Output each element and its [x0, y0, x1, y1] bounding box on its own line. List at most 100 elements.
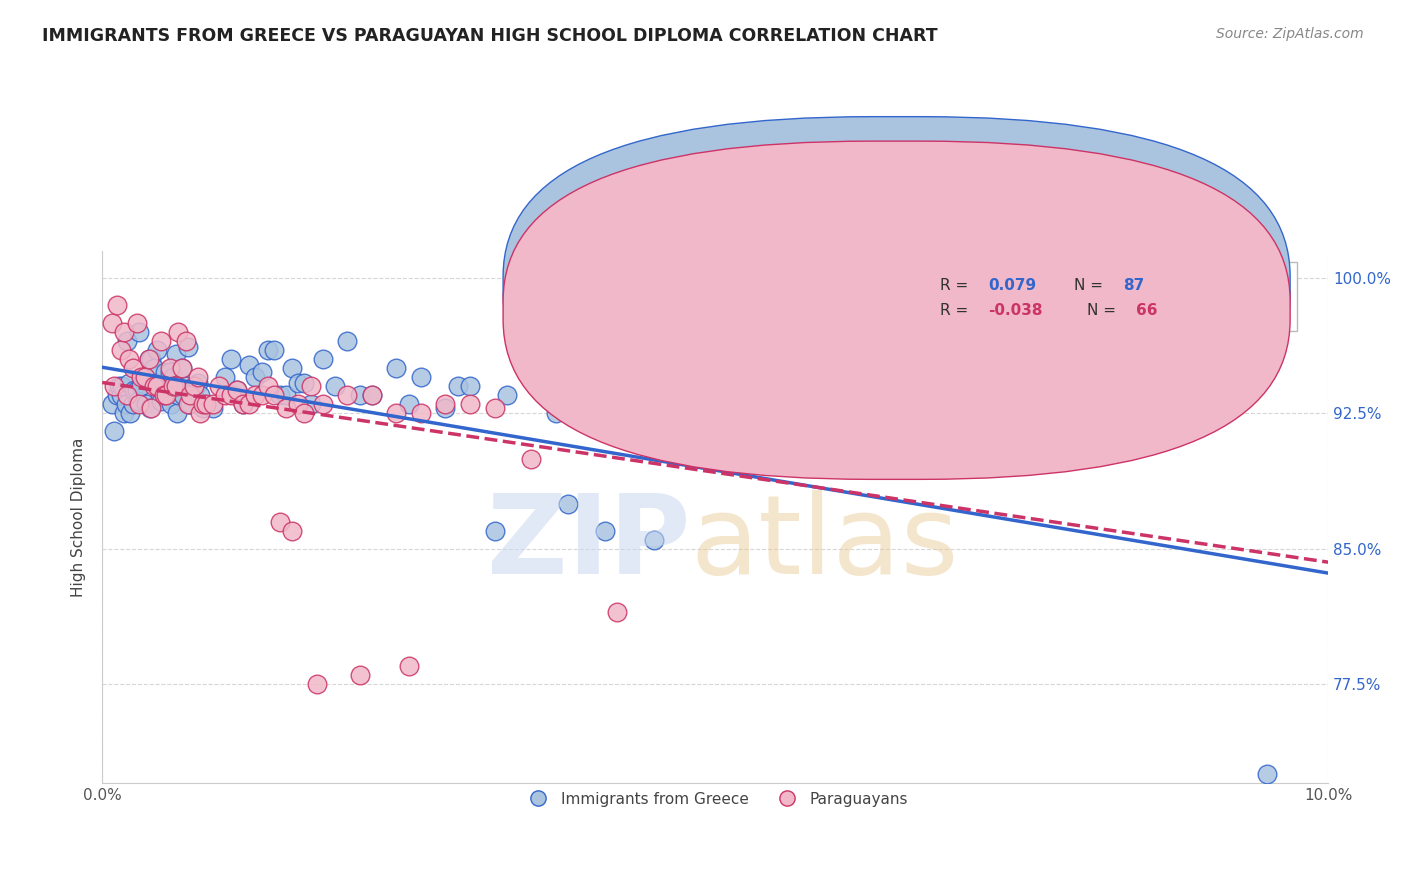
Point — [434, 401, 457, 415]
Point — [142, 379, 165, 393]
FancyBboxPatch shape — [503, 117, 1291, 455]
Point — [458, 379, 481, 393]
Point — [174, 334, 197, 349]
Point — [274, 401, 297, 415]
Point — [238, 358, 260, 372]
Point — [172, 388, 194, 402]
Point — [263, 343, 285, 358]
Point — [195, 397, 218, 411]
Text: N =: N = — [1087, 302, 1121, 318]
Point — [232, 397, 254, 411]
Point — [142, 361, 165, 376]
Point — [125, 316, 148, 330]
Point — [238, 397, 260, 411]
Point — [115, 334, 138, 349]
Point — [134, 370, 156, 384]
Point — [187, 370, 209, 384]
Point — [152, 388, 174, 402]
Point — [409, 370, 432, 384]
Point — [146, 379, 169, 393]
Text: 0.079: 0.079 — [988, 278, 1036, 293]
Point — [179, 397, 201, 411]
Point — [409, 407, 432, 421]
FancyBboxPatch shape — [851, 262, 1298, 331]
Point — [179, 388, 201, 402]
Point — [112, 407, 135, 421]
Point — [146, 343, 169, 358]
Point — [361, 388, 384, 402]
Point — [162, 379, 184, 393]
Point — [349, 668, 371, 682]
Point — [170, 361, 193, 376]
Point — [765, 397, 787, 411]
Point — [349, 388, 371, 402]
Point — [101, 316, 124, 330]
Point — [183, 379, 205, 393]
Point — [191, 401, 214, 415]
Point — [312, 397, 335, 411]
Legend: Immigrants from Greece, Paraguayans: Immigrants from Greece, Paraguayans — [516, 786, 914, 813]
Point — [191, 397, 214, 411]
Point — [245, 370, 267, 384]
Point — [287, 376, 309, 390]
Point — [165, 379, 187, 393]
Text: N =: N = — [1074, 278, 1108, 293]
Point — [361, 388, 384, 402]
Point — [765, 397, 787, 411]
Point — [166, 407, 188, 421]
Point — [152, 379, 174, 393]
Point — [201, 401, 224, 415]
Point — [305, 677, 328, 691]
Point — [226, 383, 249, 397]
Point — [520, 451, 543, 466]
Text: -0.038: -0.038 — [988, 302, 1043, 318]
Point — [447, 379, 470, 393]
Point — [214, 388, 236, 402]
Point — [138, 352, 160, 367]
Point — [110, 343, 132, 358]
Point — [274, 388, 297, 402]
Text: R =: R = — [939, 278, 973, 293]
Point — [606, 605, 628, 619]
Point — [120, 407, 142, 421]
Point — [184, 379, 207, 393]
Point — [704, 388, 727, 402]
Point — [155, 388, 177, 402]
Point — [149, 388, 172, 402]
Point — [250, 365, 273, 379]
Point — [160, 397, 183, 411]
Point — [111, 379, 134, 393]
Point — [925, 401, 948, 415]
Point — [138, 352, 160, 367]
Point — [887, 388, 910, 402]
Point — [150, 393, 173, 408]
Point — [385, 361, 408, 376]
Point — [520, 358, 543, 372]
Point — [105, 388, 128, 402]
Point — [263, 388, 285, 402]
Point — [167, 388, 190, 402]
Text: Source: ZipAtlas.com: Source: ZipAtlas.com — [1216, 27, 1364, 41]
Text: atlas: atlas — [690, 491, 959, 598]
Point — [108, 379, 131, 393]
Point — [143, 376, 166, 390]
Point — [155, 388, 177, 402]
Point — [245, 388, 267, 402]
Point — [219, 388, 242, 402]
Point — [606, 397, 628, 411]
Point — [188, 407, 211, 421]
Point — [134, 370, 156, 384]
Point — [110, 388, 132, 402]
Point — [121, 361, 143, 376]
Point — [269, 388, 291, 402]
Point — [557, 497, 579, 511]
Point — [299, 379, 322, 393]
Point — [141, 352, 163, 367]
Point — [312, 352, 335, 367]
FancyBboxPatch shape — [503, 141, 1291, 479]
Point — [187, 376, 209, 390]
Point — [287, 397, 309, 411]
Point — [851, 388, 873, 402]
Point — [256, 379, 278, 393]
Text: 87: 87 — [1123, 278, 1144, 293]
